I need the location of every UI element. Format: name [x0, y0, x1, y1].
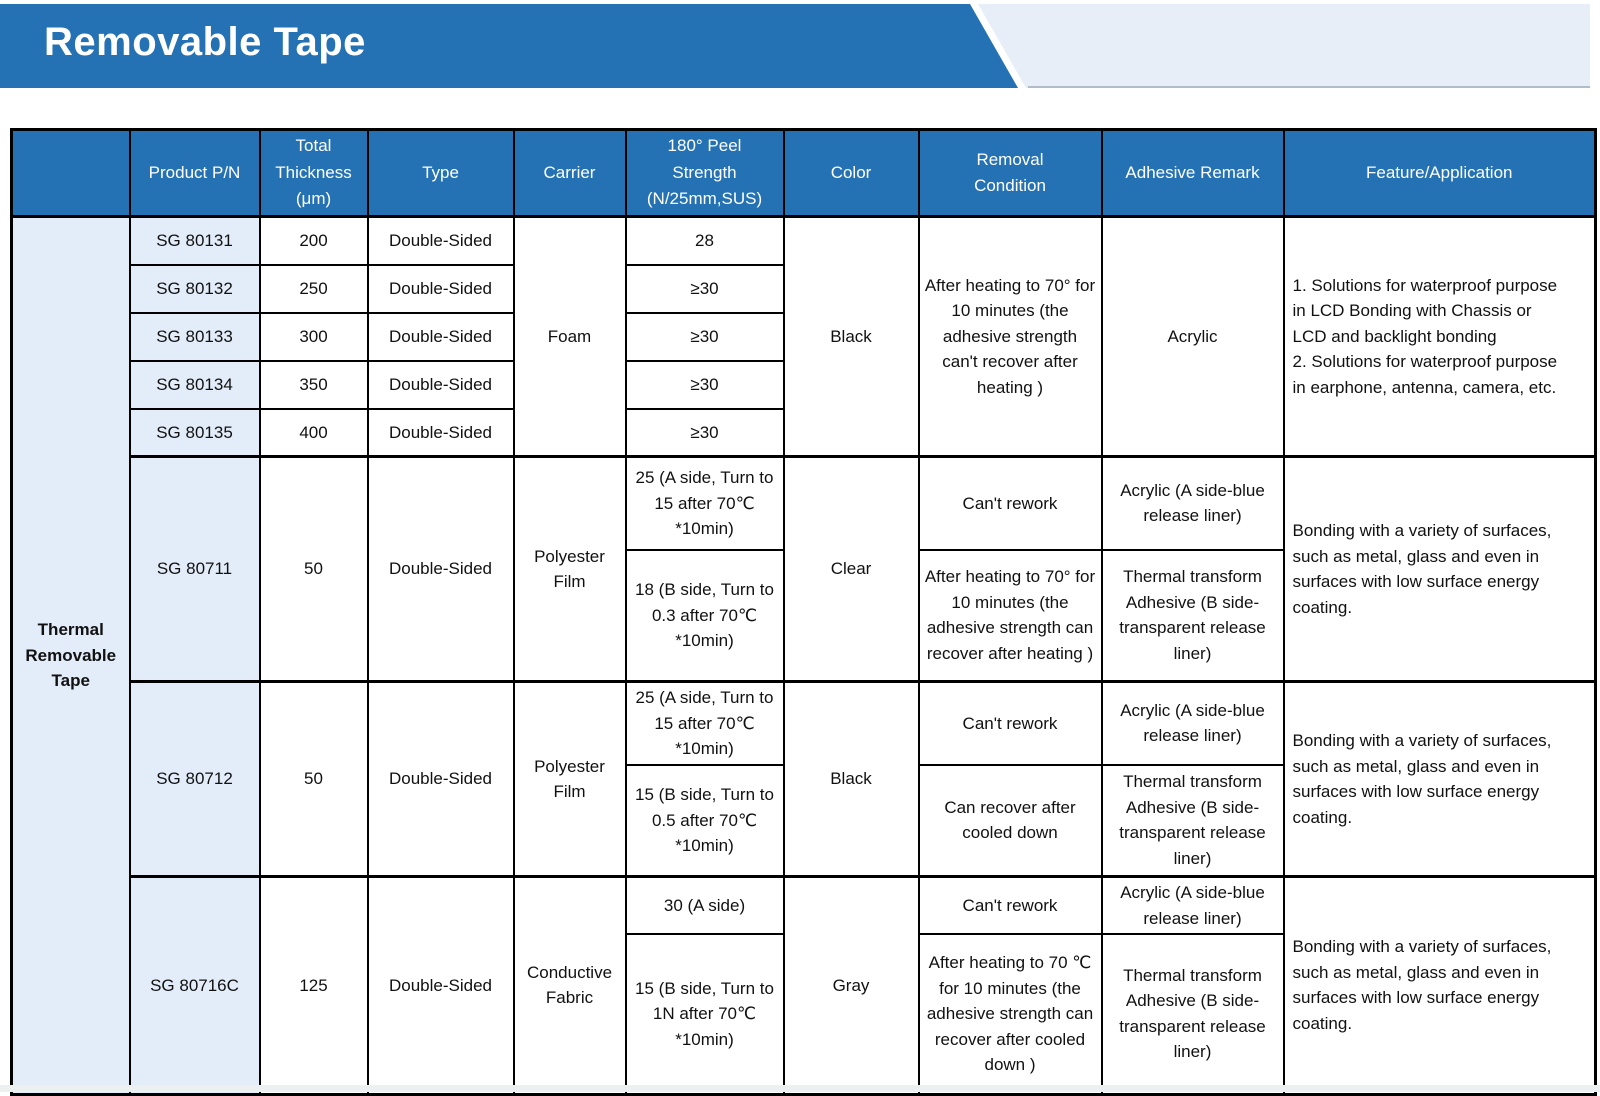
cell-pn: SG 80135	[128, 407, 261, 458]
cell-peel: ≥30	[624, 407, 785, 458]
table-row: SG 80712 50 Double-Sided Polyester Film …	[12, 680, 1597, 878]
cell-adhesive-b: Thermal transform Adhesive (B side-trans…	[1100, 548, 1285, 683]
cell-pn: SG 80716C	[128, 875, 261, 1095]
cell-thickness: 250	[258, 263, 369, 314]
cell-color: Black	[782, 680, 920, 878]
banner-blue-shape	[0, 4, 1018, 88]
cell-feature: Bonding with a variety of surfaces, such…	[1282, 455, 1597, 683]
table-row: SG 80132 250 Double-Sided ≥30	[12, 263, 1596, 314]
cell-type: Double-Sided	[366, 311, 515, 362]
bottom-strip	[0, 1085, 1600, 1092]
cell-removal: After heating to 70° for 10 minutes (the…	[917, 215, 1103, 458]
table-row: 15 (B side, Turn to 1N after 70℃ *10min)…	[12, 933, 1596, 1095]
header-color: Color	[782, 128, 920, 218]
cell-thickness: 350	[258, 359, 369, 410]
cell-thickness: 50	[258, 455, 369, 683]
cell-type: Double-Sided	[366, 680, 515, 878]
cell-pn: SG 80132	[128, 263, 261, 314]
cell-peel-b: 15 (B side, Turn to 0.5 after 70℃ *10min…	[624, 763, 785, 878]
cell-adhesive-a: Acrylic (A side-blue release liner)	[1100, 455, 1285, 551]
header-row: Product P/N Total Thickness (μm) Type Ca…	[10, 128, 1597, 218]
cell-color: Gray	[782, 875, 920, 1095]
table-row: SG 80711 50 Double-Sided Polyester Film …	[12, 455, 1597, 683]
cell-peel: ≥30	[624, 359, 785, 410]
cell-type: Double-Sided	[366, 263, 515, 314]
cell-adhesive: Acrylic	[1100, 215, 1285, 458]
banner-accent-underline	[1028, 86, 1590, 88]
cell-pn: SG 80711	[128, 455, 261, 683]
header-removal-condition: Removal Condition	[917, 128, 1103, 218]
header-feature-application: Feature/Application	[1282, 128, 1597, 218]
page-title: Removable Tape	[44, 20, 366, 64]
cell-peel: ≥30	[624, 311, 785, 362]
cell-adhesive-b: Thermal transform Adhesive (B side-trans…	[1100, 933, 1285, 1095]
cell-thickness: 400	[258, 407, 369, 458]
table-row: SG 80133 300 Double-Sided ≥30	[12, 311, 1596, 362]
cell-removal-b: After heating to 70° for 10 minutes (the…	[917, 548, 1103, 683]
cell-pn: SG 80712	[128, 680, 261, 878]
header-peel-strength: 180° Peel Strength (N/25mm,SUS)	[624, 128, 785, 218]
table-row: 15 (B side, Turn to 0.5 after 70℃ *10min…	[12, 763, 1596, 878]
cell-carrier: Polyester Film	[512, 680, 627, 878]
cell-type: Double-Sided	[366, 215, 515, 266]
cell-removal-a: Can't rework	[917, 680, 1103, 766]
cell-group-label: Thermal Removable Tape	[10, 215, 131, 1095]
cell-thickness: 200	[258, 215, 369, 266]
header-adhesive-remark: Adhesive Remark	[1100, 128, 1285, 218]
cell-feature: Bonding with a variety of surfaces, such…	[1282, 680, 1597, 878]
cell-thickness: 50	[258, 680, 369, 878]
cell-peel-b: 15 (B side, Turn to 1N after 70℃ *10min)	[624, 933, 785, 1095]
cell-type: Double-Sided	[366, 407, 515, 458]
header-blank	[10, 128, 131, 218]
cell-carrier: Conductive Fabric	[512, 875, 627, 1095]
cell-thickness: 125	[258, 875, 369, 1095]
cell-peel-b: 18 (B side, Turn to 0.3 after 70℃ *10min…	[624, 548, 785, 683]
cell-peel-a: 30 (A side)	[624, 875, 785, 935]
cell-feature: 1. Solutions for waterproof purpose in L…	[1282, 215, 1597, 458]
table-row: SG 80134 350 Double-Sided ≥30	[12, 359, 1596, 410]
cell-thickness: 300	[258, 311, 369, 362]
cell-pn: SG 80131	[128, 215, 261, 266]
cell-removal-b: After heating to 70 ℃ for 10 minutes (th…	[917, 933, 1103, 1095]
cell-carrier: Foam	[512, 215, 627, 458]
table-row: 18 (B side, Turn to 0.3 after 70℃ *10min…	[12, 548, 1596, 683]
product-table: Product P/N Total Thickness (μm) Type Ca…	[10, 128, 1597, 1096]
cell-type: Double-Sided	[366, 455, 515, 683]
cell-color: Black	[782, 215, 920, 458]
cell-removal-b: Can recover after cooled down	[917, 763, 1103, 878]
header-type: Type	[366, 128, 515, 218]
table-row: Thermal Removable Tape SG 80131 200 Doub…	[10, 215, 1597, 1095]
banner-accent-shape	[978, 4, 1590, 88]
cell-type: Double-Sided	[366, 875, 515, 1095]
cell-adhesive-a: Acrylic (A side-blue release liner)	[1100, 680, 1285, 766]
cell-feature: Bonding with a variety of surfaces, such…	[1282, 875, 1597, 1095]
cell-peel-a: 25 (A side, Turn to 15 after 70℃ *10min)	[624, 455, 785, 551]
cell-pn: SG 80134	[128, 359, 261, 410]
cell-removal-a: Can't rework	[917, 455, 1103, 551]
cell-carrier: Polyester Film	[512, 455, 627, 683]
header-thickness: Total Thickness (μm)	[258, 128, 369, 218]
table-row: SG 80716C 125 Double-Sided Conductive Fa…	[12, 875, 1597, 1095]
cell-type: Double-Sided	[366, 359, 515, 410]
cell-peel: 28	[624, 215, 785, 266]
header-carrier: Carrier	[512, 128, 627, 218]
header-product-pn: Product P/N	[128, 128, 261, 218]
cell-adhesive-a: Acrylic (A side-blue release liner)	[1100, 875, 1285, 935]
cell-peel-a: 25 (A side, Turn to 15 after 70℃ *10min)	[624, 680, 785, 766]
cell-removal-a: Can't rework	[917, 875, 1103, 935]
cell-pn: SG 80133	[128, 311, 261, 362]
table-row: SG 80135 400 Double-Sided ≥30	[12, 407, 1596, 458]
cell-peel: ≥30	[624, 263, 785, 314]
cell-adhesive-b: Thermal transform Adhesive (B side-trans…	[1100, 763, 1285, 878]
cell-color: Clear	[782, 455, 920, 683]
